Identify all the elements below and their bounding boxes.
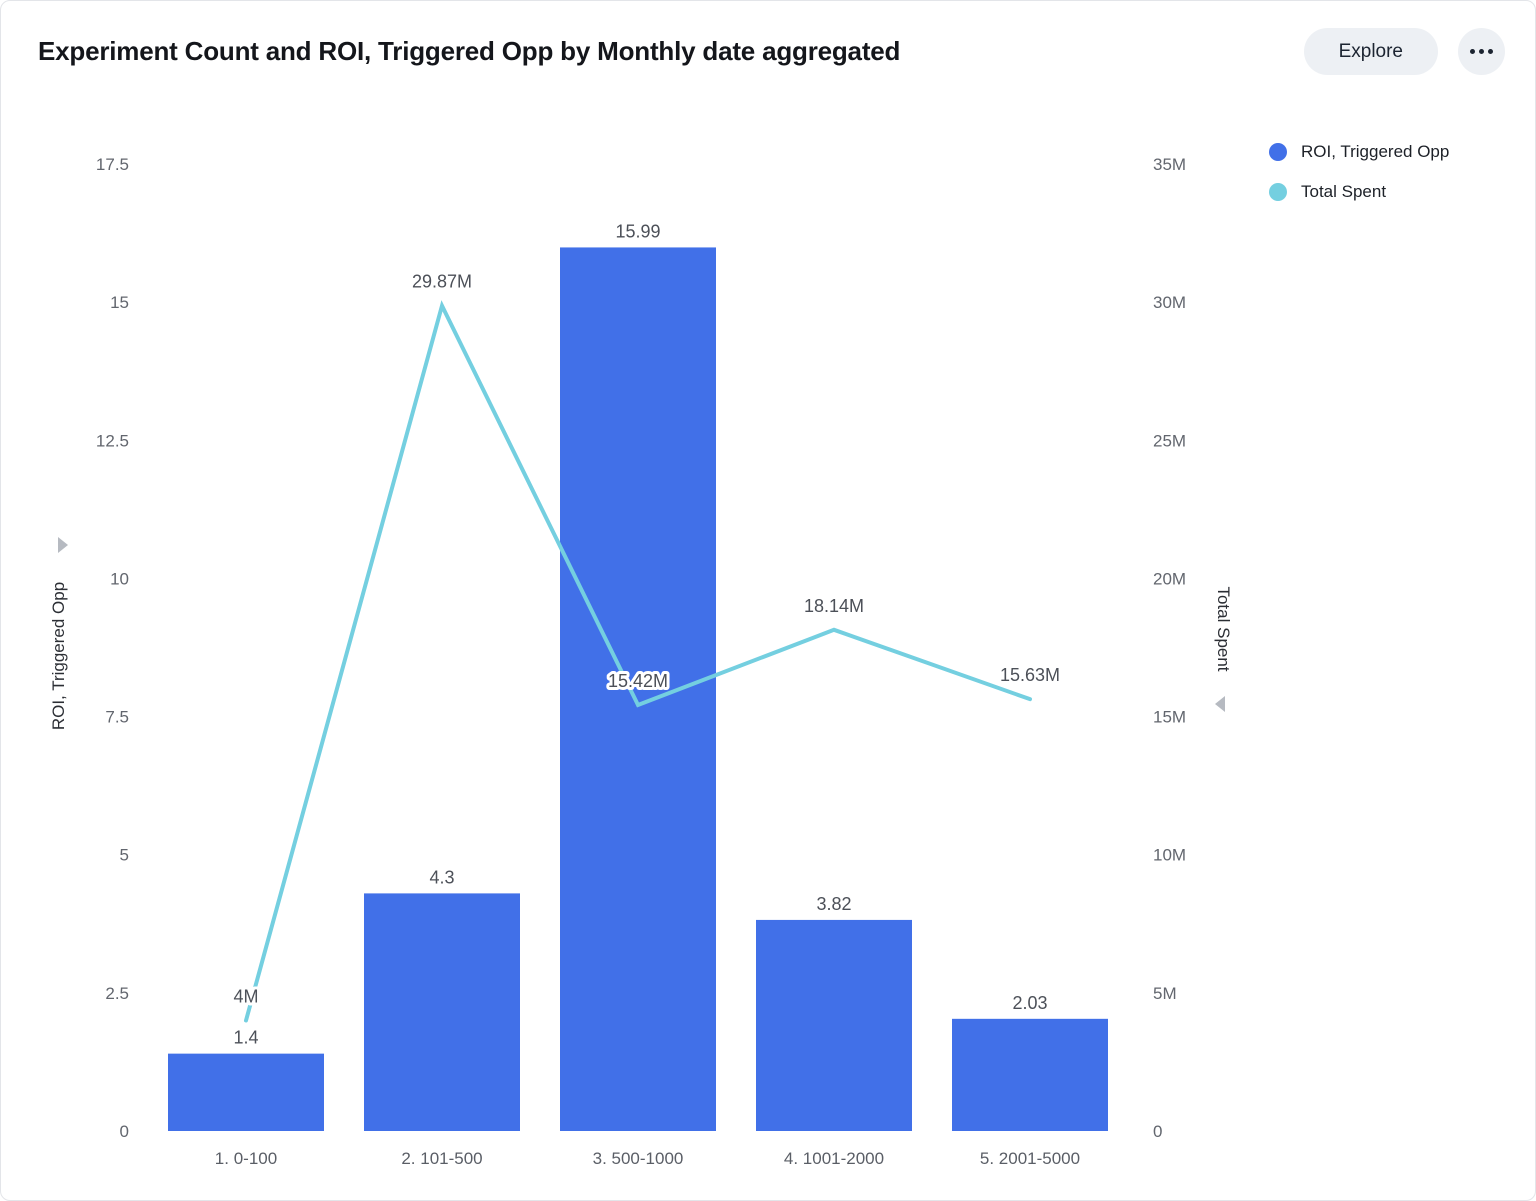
right-axis-tick-label: 5M (1153, 984, 1177, 1003)
more-options-button[interactable] (1458, 28, 1505, 75)
ellipsis-icon (1479, 49, 1484, 54)
right-axis-tick-label: 35M (1153, 155, 1186, 174)
right-axis-tick-label: 10M (1153, 846, 1186, 865)
line-value-label: 15.42M (608, 671, 668, 691)
ellipsis-icon (1470, 49, 1475, 54)
bar-3-500-1000[interactable] (560, 247, 716, 1131)
page-title: Experiment Count and ROI, Triggered Opp … (38, 36, 901, 66)
left-axis-title: ROI, Triggered Opp (49, 582, 68, 730)
bar-1-0-100[interactable] (168, 1053, 324, 1131)
x-axis-category-label: 3. 500-1000 (593, 1149, 684, 1168)
left-axis-tick-label: 15 (110, 293, 129, 312)
left-axis-tick-label: 0 (120, 1122, 129, 1141)
explore-button[interactable]: Explore (1303, 28, 1438, 75)
legend-swatch-icon (1269, 143, 1287, 161)
right-axis-arrow-icon (1215, 696, 1225, 712)
legend-item-total-spent[interactable]: Total Spent (1269, 182, 1449, 202)
right-axis-tick-label: 30M (1153, 293, 1186, 312)
left-axis-tick-label: 12.5 (96, 431, 129, 450)
bar-value-label: 1.4 (233, 1028, 258, 1048)
x-axis-category-label: 4. 1001-2000 (784, 1149, 884, 1168)
left-axis-tick-label: 17.5 (96, 155, 129, 174)
legend-label: Total Spent (1301, 182, 1387, 201)
bar-4-1001-2000[interactable] (756, 919, 912, 1131)
bar-2-101-500[interactable] (364, 893, 520, 1131)
bar-value-label: 3.82 (816, 894, 851, 914)
line-series-total-spent[interactable] (244, 300, 1032, 1023)
x-axis-category-label: 2. 101-500 (401, 1149, 482, 1168)
line-value-label: 18.14M (804, 596, 864, 616)
left-axis-arrow-icon (58, 537, 68, 553)
right-axis-tick-label: 0 (1153, 1122, 1162, 1141)
x-axis-category-label: 1. 0-100 (215, 1149, 277, 1168)
legend-swatch-icon (1269, 183, 1287, 201)
line-value-label: 15.63M (1000, 665, 1060, 685)
header-actions: Explore (1303, 28, 1505, 75)
right-axis-tick-label: 25M (1153, 431, 1186, 450)
left-axis-tick-label: 5 (120, 846, 129, 865)
card-header: Experiment Count and ROI, Triggered Opp … (38, 28, 1505, 75)
legend-label: ROI, Triggered Opp (1301, 142, 1450, 161)
left-axis-tick-label: 10 (110, 569, 129, 588)
legend-item-roi-triggered-opp[interactable]: ROI, Triggered Opp (1269, 142, 1449, 162)
legend: ROI, Triggered Opp Total Spent (1269, 142, 1449, 202)
right-axis-tick-label: 15M (1153, 708, 1186, 727)
bar-value-label: 15.99 (615, 221, 660, 241)
bar-value-label: 2.03 (1012, 993, 1047, 1013)
left-axis-tick-label: 2.5 (105, 984, 129, 1003)
ellipsis-icon (1488, 49, 1493, 54)
right-axis-tick-label: 20M (1153, 569, 1186, 588)
line-value-label: 29.87M (412, 272, 472, 292)
line-value-label: 4M (233, 986, 258, 1006)
x-axis-category-label: 5. 2001-5000 (980, 1149, 1080, 1168)
bar-value-label: 4.3 (429, 867, 454, 887)
right-axis-title: Total Spent (1214, 586, 1233, 671)
bar-5-2001-5000[interactable] (952, 1018, 1108, 1131)
left-axis-tick-label: 7.5 (105, 708, 129, 727)
